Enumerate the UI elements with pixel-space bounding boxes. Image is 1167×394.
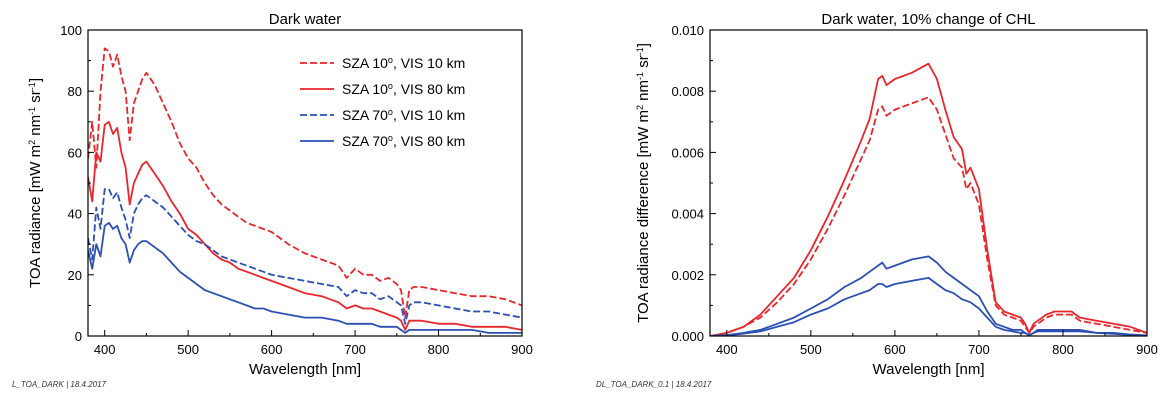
x-tick-label: 700 <box>344 342 366 357</box>
x-tick-label: 600 <box>261 342 283 357</box>
y-tick-label: 0 <box>75 329 82 344</box>
series-line-4 <box>88 221 522 334</box>
x-tick-label: 600 <box>884 342 906 357</box>
series-line-2 <box>710 62 1147 336</box>
series-line-2 <box>88 120 522 331</box>
x-tick-label: 800 <box>1052 342 1074 357</box>
x-tick-label: 500 <box>177 342 199 357</box>
x-tick-label: 400 <box>94 342 116 357</box>
x-tick-label: 400 <box>716 342 738 357</box>
y-tick-label: 20 <box>68 268 82 283</box>
y-tick-label: 0.008 <box>671 84 704 99</box>
x-tick-label: 500 <box>800 342 822 357</box>
y-tick-label: 40 <box>68 207 82 222</box>
series-line-4 <box>710 277 1147 336</box>
legend-entry-3: SZA 70o, VIS 10 km <box>342 107 465 123</box>
x-tick-label: 800 <box>428 342 450 357</box>
y-axis-label: TOA radiance difference [mW m2 nm-1 sr-1… <box>635 43 652 323</box>
x-axis-label: Wavelength [nm] <box>873 361 985 378</box>
series-group <box>88 47 522 334</box>
y-tick-label: 0.004 <box>671 207 704 222</box>
plot-frame <box>709 29 1148 337</box>
series-line-3 <box>710 255 1147 336</box>
legend-entry-4: SZA 70o, VIS 80 km <box>342 133 465 149</box>
chart-2: 400 500 600 700 800 900 0.000 0.002 0.004 0.006 0.… <box>596 11 1158 389</box>
y-tick-label: 0.010 <box>671 23 704 38</box>
y-tick-label: 100 <box>60 23 82 38</box>
legend: SZA 10o, VIS 10 km SZA 10o, VIS 80 km SZA … <box>300 55 465 149</box>
series-line-1 <box>88 47 522 319</box>
plot-frame <box>87 29 523 337</box>
y-tick-label: 0.006 <box>671 145 704 160</box>
chart-title: Dark water <box>269 11 342 28</box>
y-tick-label: 80 <box>68 84 82 99</box>
series-line-1 <box>710 96 1147 336</box>
legend-entry-1: SZA 10o, VIS 10 km <box>342 55 465 71</box>
y-tick-label: 0.000 <box>671 329 704 344</box>
x-axis-label: Wavelength [nm] <box>249 361 361 378</box>
chart-footer-note: L_TOA_DARK | 18.4.2017 <box>12 380 107 389</box>
y-tick-label: 0.002 <box>671 268 704 283</box>
legend-entry-2: SZA 10o, VIS 80 km <box>342 81 465 97</box>
series-line-3 <box>88 188 522 325</box>
chart-title: Dark water, 10% change of CHL <box>821 11 1035 28</box>
y-axis-label: TOA radiance [mW m2 nm-1 sr-1] <box>27 78 44 288</box>
chart-1: 400 500 600 700 800 900 0 20 40 60 80 100 Dark water… <box>12 11 533 389</box>
series-group <box>710 62 1147 336</box>
x-tick-label: 900 <box>511 342 533 357</box>
chart-footer-note: DL_TOA_DARK_0.1 | 18.4.2017 <box>596 380 712 389</box>
x-tick-label: 900 <box>1136 342 1158 357</box>
y-tick-label: 60 <box>68 145 82 160</box>
x-tick-label: 700 <box>968 342 990 357</box>
